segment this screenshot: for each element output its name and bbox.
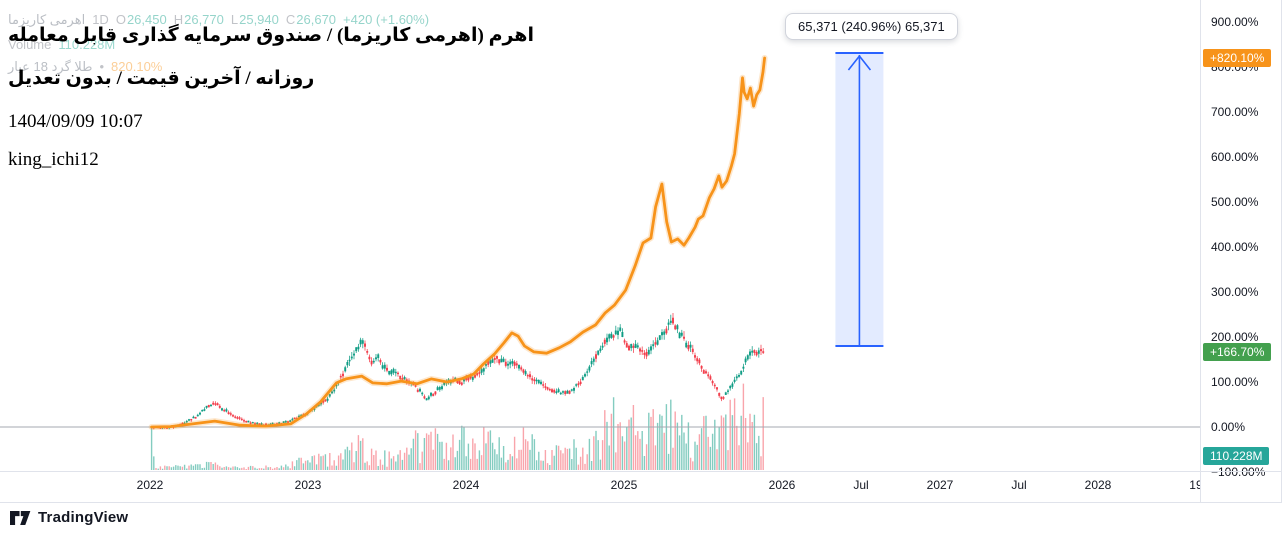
time-tick: 2028 [1084, 478, 1112, 492]
widget-bottom-border [0, 502, 1282, 503]
legend-compare-change: 820.10% [111, 59, 163, 74]
candle-wicks-up [155, 314, 760, 430]
time-tick: 2027 [926, 478, 954, 492]
volume-bars-up [150, 397, 760, 470]
compare-line [150, 56, 766, 429]
time-axis-separator[interactable] [0, 471, 1282, 472]
price-tick: 500.00% [1211, 195, 1259, 209]
tradingview-logo-icon [10, 510, 31, 525]
price-tick: 600.00% [1211, 150, 1259, 164]
measure-tool[interactable] [835, 52, 884, 347]
idea-author: king_ichi12 [8, 149, 99, 170]
idea-datetime: 1404/09/09 10:07 [8, 111, 143, 132]
legend-compare-name: طلا گرد 18 عیار [8, 59, 93, 74]
legend-ohlc-low: L25,940 [230, 12, 279, 27]
legend-ohlc-close: C26,670 [285, 12, 337, 27]
legend-separator-dot: • [99, 59, 105, 74]
price-axis[interactable]: 900.00% 800.00% 700.00% 600.00% 500.00% 400.0… [1201, 0, 1282, 503]
time-tick: 2026 [768, 478, 796, 492]
idea-subtitle: روزانه / آخرین قیمت / بدون تعدیل [8, 68, 315, 89]
legend-main-series[interactable]: اهرمی کاریزما 1D O26,450 H26,770 L25,940… [8, 12, 429, 28]
idea-title: اهرم (اهرمی کاریزما) / صندوق سرمایه گذار… [8, 25, 534, 46]
price-tick: 400.00% [1211, 240, 1259, 254]
price-tick: −100.00% [1211, 465, 1266, 479]
tradingview-brand-text: TradingView [38, 509, 129, 526]
legend-ohlc-high: H26,770 [173, 12, 224, 27]
time-axis[interactable]: 2022 2023 2024 2025 2026 Jul 2027 Jul 2028 19 [0, 472, 1200, 502]
candle-bodies-down [150, 317, 765, 429]
time-tick: Jul [853, 478, 869, 492]
tradingview-attribution[interactable]: TradingView [10, 509, 128, 526]
legend-ohlc-open: O26,450 [115, 12, 167, 27]
candle-bodies-up [155, 320, 760, 429]
price-axis-separator[interactable] [1200, 0, 1201, 503]
volume-bars-down [155, 383, 764, 470]
axis-value-badge: +820.10% [1203, 48, 1272, 67]
price-tick: 0.00% [1211, 420, 1246, 434]
time-tick: 2023 [294, 478, 322, 492]
price-tick: 700.00% [1211, 105, 1259, 119]
price-tick: 900.00% [1211, 15, 1259, 29]
time-tick: 2024 [452, 478, 480, 492]
axis-value-badge: +166.70% [1203, 342, 1272, 361]
time-tick: 19 [1189, 478, 1200, 492]
time-tick: Jul [1011, 478, 1027, 492]
legend-interval: 1D [92, 12, 109, 27]
time-tick: 2022 [136, 478, 164, 492]
measure-tooltip: 65,371 (240.96%) 65,371 [785, 13, 958, 40]
axis-value-badge: 110.228M [1203, 447, 1270, 466]
legend-volume-value: 110.228M [58, 37, 116, 52]
price-tick: 300.00% [1211, 285, 1259, 299]
legend-symbol-name: اهرمی کاریزما [8, 12, 86, 27]
legend-volume[interactable]: Volume 110.228M [8, 37, 115, 52]
time-tick: 2025 [610, 478, 638, 492]
price-tick: 200.00% [1211, 330, 1259, 344]
legend-compare-series[interactable]: طلا گرد 18 عیار • 820.10% [8, 59, 162, 75]
price-tick: 100.00% [1211, 375, 1259, 389]
legend-change: +420 (+1.60%) [343, 12, 430, 27]
legend-volume-label: Volume [8, 37, 52, 52]
chart-pane[interactable] [0, 0, 1200, 471]
